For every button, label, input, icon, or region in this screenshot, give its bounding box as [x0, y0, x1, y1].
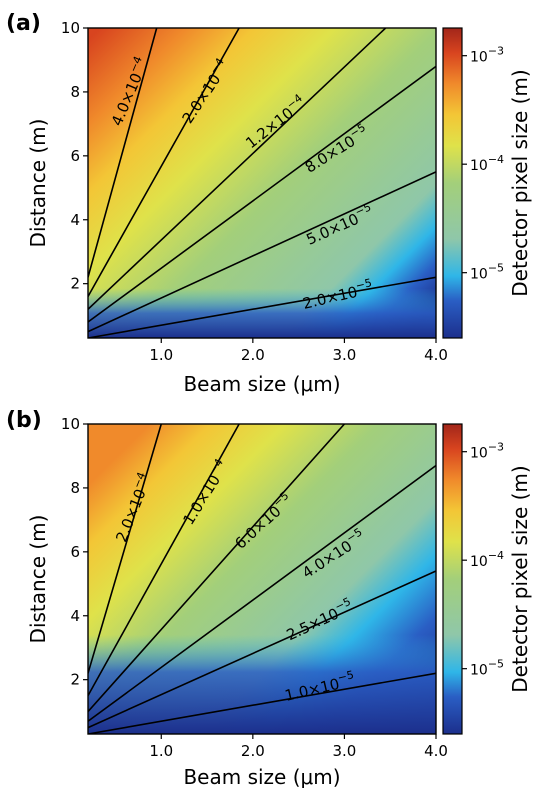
colorbar-tick-label-0-base: 10: [470, 267, 488, 283]
colorbar-tick-label-0: 10−5: [470, 262, 504, 283]
contour-line-3: [88, 424, 346, 713]
y-tick-label: 4: [70, 211, 80, 229]
colorbar-tick-label-2-exponent: −3: [488, 45, 504, 58]
contour-line-1: [88, 171, 436, 333]
contour-line-4: [88, 424, 240, 697]
x-tick-label: 3.0: [332, 742, 356, 760]
contour-lines: [88, 28, 436, 338]
contour-line-3: [88, 28, 387, 310]
colorbar-tick-label-2-exponent: −3: [488, 441, 504, 454]
x-axis-label: Beam size (μm): [183, 372, 340, 396]
contour-line-2: [88, 464, 436, 722]
y-tick-label: 10: [61, 415, 80, 433]
x-tick-label: 4.0: [424, 742, 448, 760]
colorbar-tick-label-2-base: 10: [470, 50, 488, 66]
colorbar-tick-label-0-base: 10: [470, 663, 488, 679]
colorbar-tick-label-2: 10−3: [470, 45, 504, 66]
colorbar-gradient: [442, 423, 463, 735]
plot-frame: [87, 27, 437, 339]
heatmap-low-band: [88, 28, 436, 338]
x-tick-label: 4.0: [424, 346, 448, 364]
heatmap-low-band: [88, 424, 436, 734]
contour-label-text-5-exponent: −4: [127, 54, 145, 74]
panel-letter: (a): [6, 11, 41, 36]
contour-label-text-5-exponent: −4: [130, 470, 148, 490]
contour-line-0: [88, 672, 436, 734]
y-tick-label: 8: [70, 83, 80, 101]
y-tick-label: 2: [70, 275, 80, 293]
contour-lines: [88, 424, 436, 734]
contour-line-0: [88, 276, 436, 338]
contour-line-4: [88, 28, 240, 297]
x-tick-label: 1.0: [149, 742, 173, 760]
colorbar-tick-label-1-exponent: −4: [488, 549, 504, 562]
x-tick-label: 2.0: [241, 742, 265, 760]
colorbar-label: Detector pixel size (m): [508, 465, 532, 692]
y-tick-label: 4: [70, 607, 80, 625]
contour-line-5: [88, 28, 158, 278]
colorbar-label: Detector pixel size (m): [508, 69, 532, 296]
colorbar-tick-label-0: 10−5: [470, 658, 504, 679]
plot-frame: [87, 423, 437, 735]
contour-line-5: [88, 424, 163, 674]
x-axis-label: Beam size (μm): [183, 765, 340, 788]
y-tick-label: 2: [70, 671, 80, 689]
x-tick-label: 2.0: [241, 346, 265, 364]
colorbar-tick-label-1: 10−4: [470, 153, 504, 174]
contour-label-text-1-exponent: −5: [333, 595, 353, 614]
x-tick-label: 3.0: [332, 346, 356, 364]
y-tick-label: 6: [70, 543, 80, 561]
colorbar-gradient: [442, 27, 463, 339]
panel-a: 2.0×10−55.0×10−58.0×10−51.2×10−42.0×10−4…: [6, 11, 532, 396]
colorbar-tick-label-0-exponent: −5: [488, 658, 504, 671]
y-axis-label: Distance (m): [26, 119, 50, 248]
y-tick-label: 8: [70, 479, 80, 497]
colorbar-tick-label-0-exponent: −5: [488, 262, 504, 275]
contour-line-2: [88, 65, 436, 323]
y-axis-label: Distance (m): [26, 515, 50, 644]
colorbar-tick-label-2: 10−3: [470, 441, 504, 462]
colorbar-tick-label-1: 10−4: [470, 549, 504, 570]
contour-label-text-1-exponent: −5: [353, 200, 373, 218]
contour-label-text-0-exponent: −5: [336, 668, 355, 684]
panel-letter: (b): [6, 408, 42, 433]
y-tick-label: 6: [70, 147, 80, 165]
colorbar-tick-label-1-exponent: −4: [488, 153, 504, 166]
x-tick-label: 1.0: [149, 346, 173, 364]
y-tick-label: 10: [61, 19, 80, 37]
panel-b: 1.0×10−52.5×10−54.0×10−56.0×10−51.0×10−4…: [6, 408, 532, 788]
contour-label-text-0-exponent: −5: [354, 276, 373, 292]
colorbar-tick-label-1-base: 10: [470, 158, 488, 174]
colorbar-tick-label-2-base: 10: [470, 446, 488, 462]
contour-line-1: [88, 570, 436, 729]
colorbar-tick-label-1-base: 10: [470, 554, 488, 570]
